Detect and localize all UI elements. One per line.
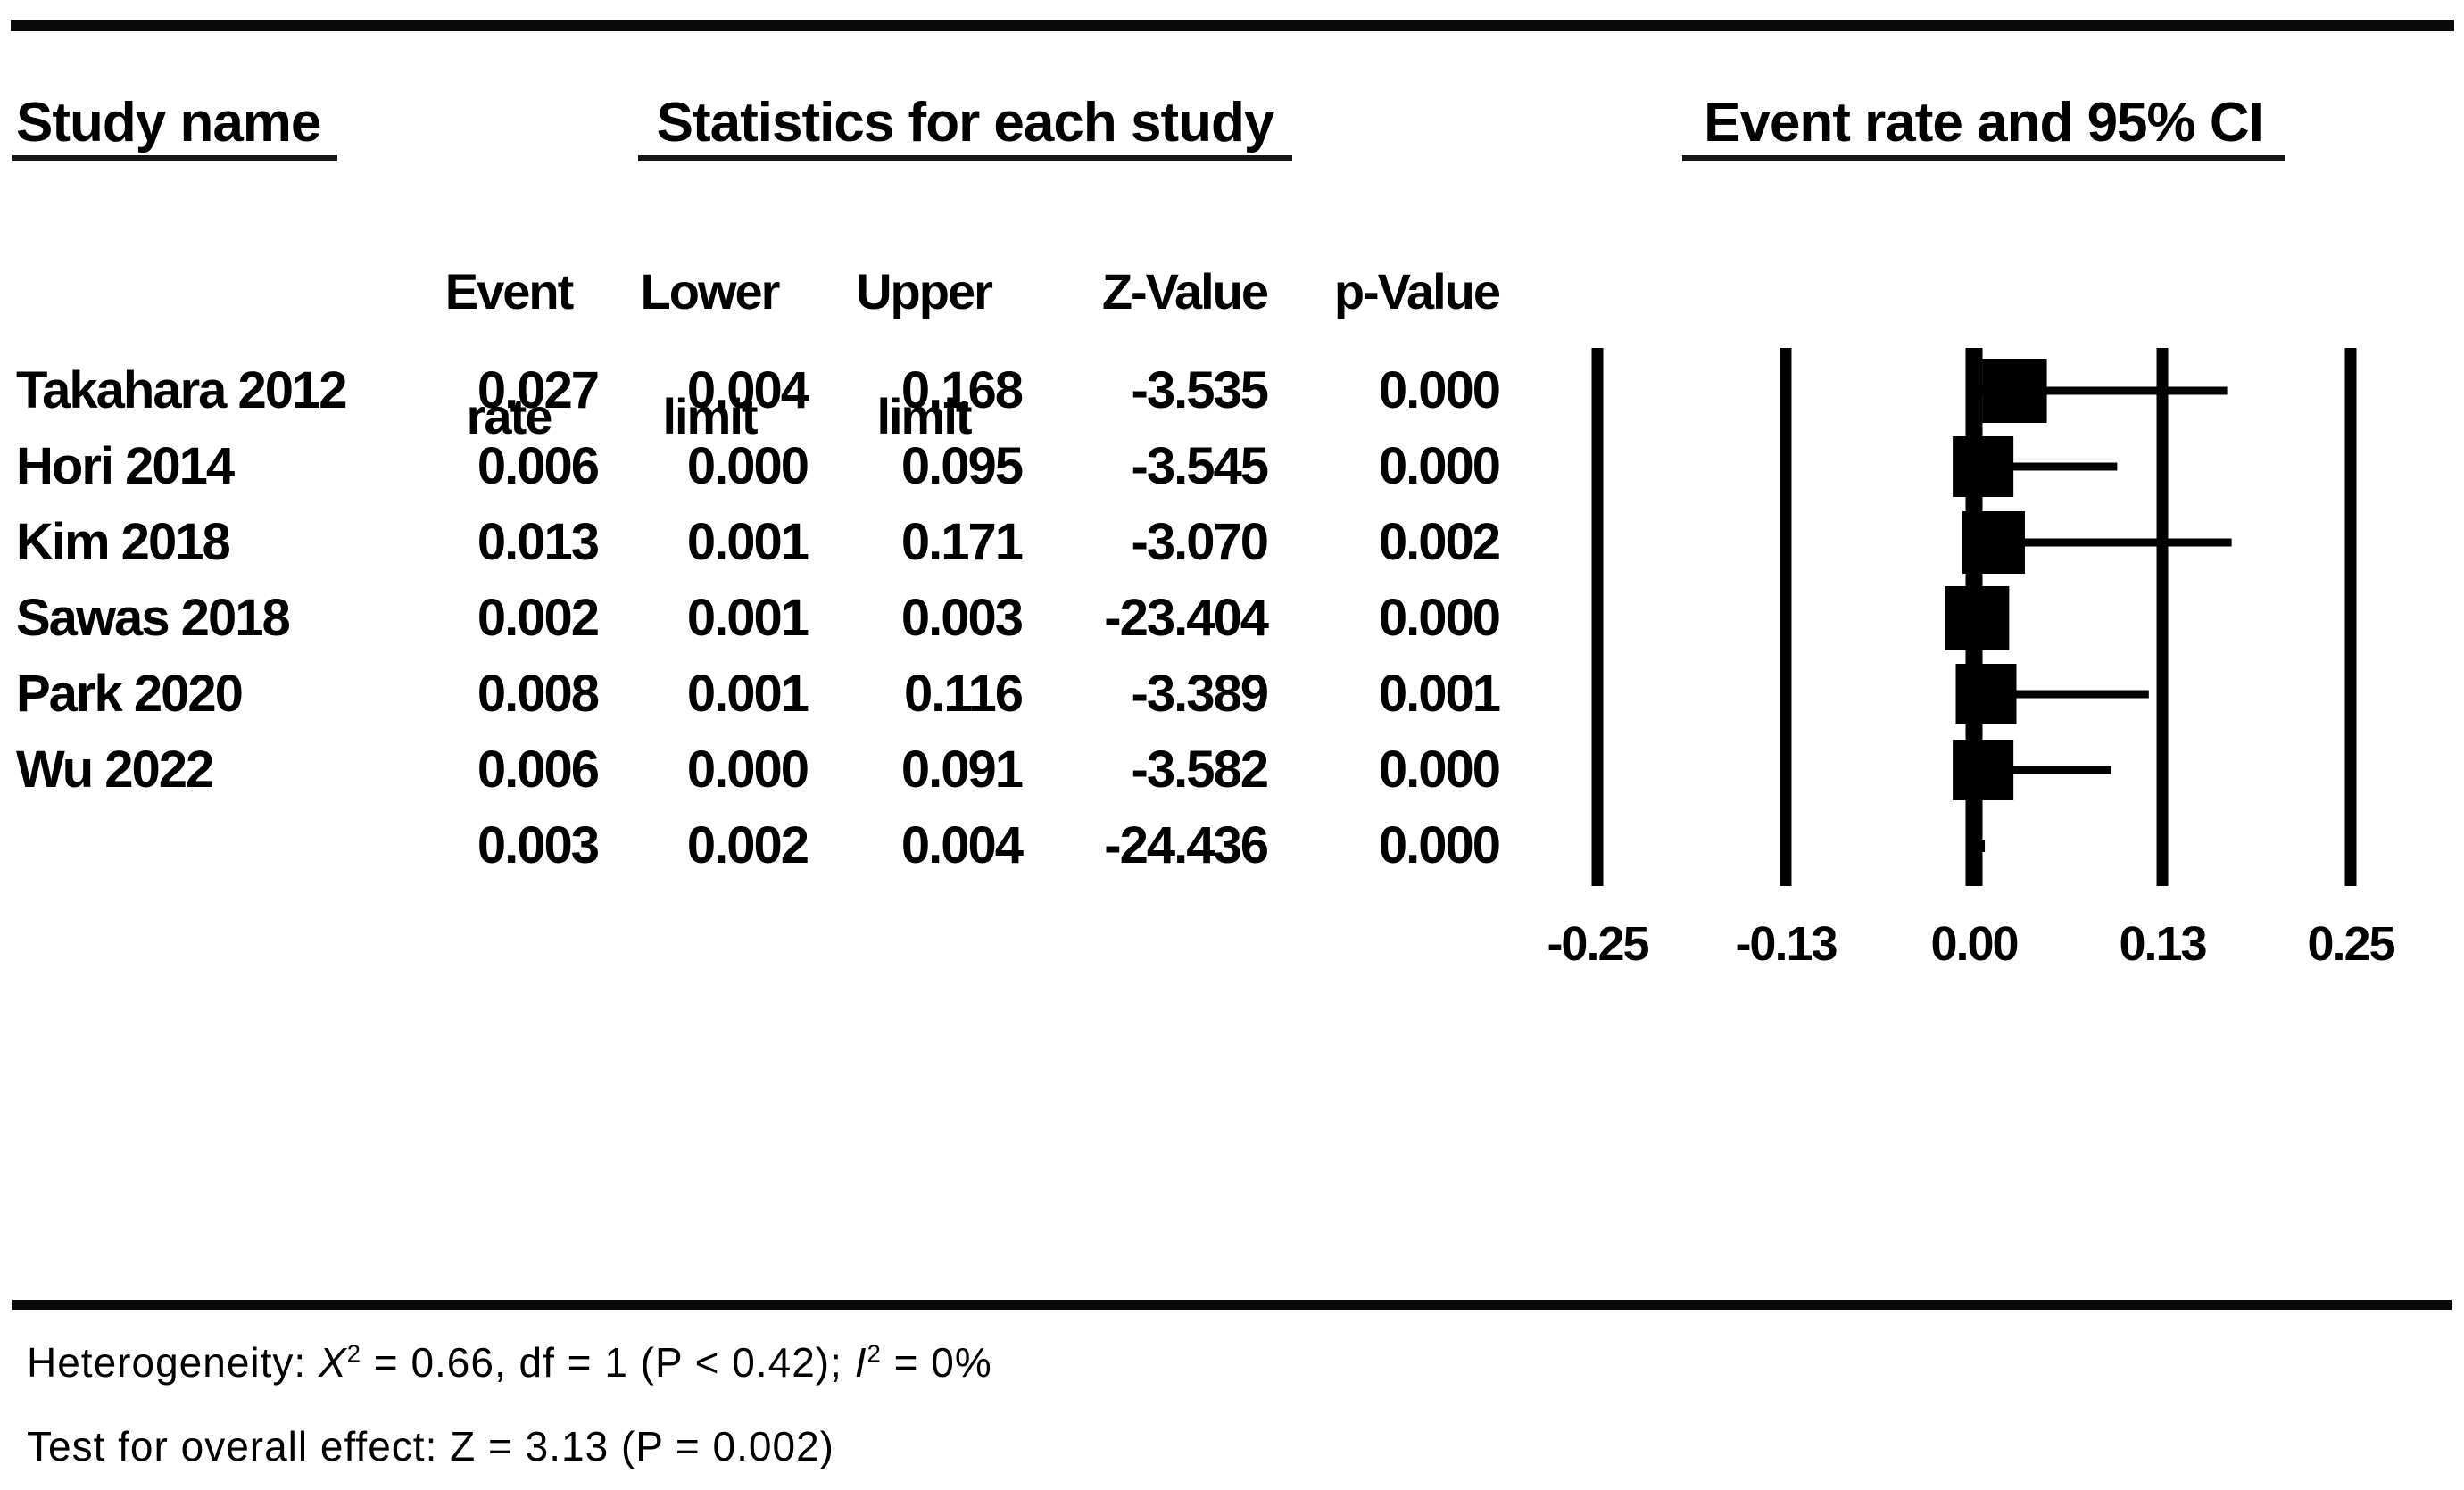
axis-tick-label: -0.25 <box>1547 917 1649 971</box>
column-header-event-rate: Event rate <box>402 198 616 448</box>
chi-symbol: X <box>318 1339 347 1386</box>
cell-p-value: 0.000 <box>1378 816 1501 874</box>
cell-lower-limit: 0.001 <box>686 589 809 647</box>
i-squared-symbol: I <box>854 1339 867 1386</box>
cell-p-value: 0.000 <box>1378 741 1501 799</box>
study-name: Hori 2014 <box>16 437 235 495</box>
study-name: Takahara 2012 <box>16 361 348 419</box>
cell-event-rate: 0.006 <box>477 741 600 799</box>
column-header-p-value: p-Value <box>1333 263 1501 319</box>
ci-whisker <box>1979 386 2228 395</box>
axis-tick-label: -0.13 <box>1735 917 1838 971</box>
gridline <box>2344 348 2357 886</box>
column-header-event-line1: Event <box>444 263 574 319</box>
cell-z-value: -23.404 <box>1104 589 1269 647</box>
cell-z-value: -3.389 <box>1131 665 1269 723</box>
cell-lower-limit: 0.001 <box>686 513 809 571</box>
axis-tick-label: 0.13 <box>2119 917 2207 971</box>
table-row: Wu 2022 0.006 0.000 0.091 -3.582 0.000 <box>0 739 1517 801</box>
cell-lower-limit: 0.001 <box>686 665 809 723</box>
table-row: Kim 2018 0.013 0.001 0.171 -3.070 0.002 <box>0 511 1517 574</box>
cell-lower-limit: 0.002 <box>686 816 809 874</box>
overall-effect-note: Test for overall effect: Z = 3.13 (P = 0… <box>27 1423 834 1469</box>
cell-lower-limit: 0.004 <box>686 361 809 419</box>
study-square <box>1982 359 2047 423</box>
cell-z-value: -3.545 <box>1131 437 1269 495</box>
study-name: Park 2020 <box>16 665 244 723</box>
column-header-lower-limit: Lower limit <box>602 198 817 448</box>
table-row: Hori 2014 0.006 0.000 0.095 -3.545 0.000 <box>0 435 1517 498</box>
chi-superscript: 2 <box>346 1339 362 1368</box>
cell-p-value: 0.000 <box>1378 361 1501 419</box>
cell-upper-limit: 0.168 <box>900 361 1024 419</box>
gridline <box>1591 348 1604 886</box>
statistics-group-header: Statistics for each study <box>638 95 1292 161</box>
study-name: Sawas 2018 <box>16 589 291 647</box>
cell-p-value: 0.000 <box>1378 437 1501 495</box>
cell-z-value: -3.582 <box>1131 741 1269 799</box>
cell-lower-limit: 0.000 <box>686 437 809 495</box>
column-header-event-line2: rate <box>466 388 553 444</box>
cell-p-value: 0.000 <box>1378 589 1501 647</box>
study-square <box>1962 511 2025 574</box>
table-row: Takahara 2012 0.027 0.004 0.168 -3.535 0.000 <box>0 360 1517 422</box>
bottom-rule <box>12 1300 2452 1310</box>
cell-upper-limit: 0.116 <box>904 665 1024 723</box>
column-header-lower-line1: Lower <box>640 263 781 319</box>
axis-tick-label: 0.25 <box>2307 917 2395 971</box>
ci-whisker <box>1975 690 2149 699</box>
study-square <box>1945 586 2010 650</box>
study-name: Kim 2018 <box>16 513 231 571</box>
cell-event-rate: 0.006 <box>477 437 600 495</box>
study-square <box>1953 740 2014 800</box>
study-name: Wu 2022 <box>16 741 214 799</box>
column-header-upper-limit: Upper limit <box>817 198 1031 448</box>
cell-event-rate: 0.003 <box>477 816 600 874</box>
summary-marker <box>1972 840 1986 852</box>
ci-whisker <box>1974 766 2111 774</box>
ci-whisker <box>1974 462 2118 471</box>
cell-lower-limit: 0.000 <box>686 741 809 799</box>
cell-upper-limit: 0.171 <box>900 513 1024 571</box>
study-name-header: Study name <box>12 95 337 161</box>
cell-p-value: 0.001 <box>1378 665 1501 723</box>
top-rule <box>11 20 2454 31</box>
cell-upper-limit: 0.004 <box>900 816 1024 874</box>
gridline <box>2156 348 2169 886</box>
heterogeneity-mid: = 0.66, df = 1 (P < 0.42); <box>361 1339 855 1386</box>
axis-tick-label: 0.00 <box>1930 917 2019 971</box>
i-squared-superscript: 2 <box>867 1339 882 1368</box>
cell-event-rate: 0.013 <box>477 513 600 571</box>
cell-event-rate: 0.008 <box>477 665 600 723</box>
column-header-upper-line2: limit <box>876 388 972 444</box>
cell-z-value: -3.535 <box>1131 361 1269 419</box>
table-row: Sawas 2018 0.002 0.001 0.003 -23.404 0.000 <box>0 587 1517 650</box>
table-row: 0.003 0.002 0.004 -24.436 0.000 <box>0 815 1517 877</box>
plot-header: Event rate and 95% CI <box>1682 95 2285 161</box>
cell-upper-limit: 0.091 <box>900 741 1024 799</box>
column-header-upper-line1: Upper <box>856 263 993 319</box>
cell-z-value: -3.070 <box>1131 513 1269 571</box>
cell-event-rate: 0.002 <box>477 589 600 647</box>
cell-event-rate: 0.027 <box>477 361 600 419</box>
column-header-z-value: Z-Value <box>1101 263 1269 319</box>
study-square <box>1953 436 2014 497</box>
heterogeneity-note: Heterogeneity: X2 = 0.66, df = 1 (P < 0.… <box>27 1335 992 1390</box>
cell-z-value: -24.436 <box>1104 816 1269 874</box>
gridline <box>1780 348 1792 886</box>
cell-upper-limit: 0.095 <box>900 437 1024 495</box>
ci-whisker <box>1975 538 2232 547</box>
heterogeneity-suffix: = 0% <box>881 1339 992 1386</box>
cell-upper-limit: 0.003 <box>900 589 1024 647</box>
study-square <box>1955 664 2017 724</box>
column-header-lower-line2: limit <box>662 388 758 444</box>
table-row: Park 2020 0.008 0.001 0.116 -3.389 0.001 <box>0 663 1517 725</box>
cell-p-value: 0.002 <box>1378 513 1501 571</box>
heterogeneity-prefix: Heterogeneity: <box>27 1339 319 1386</box>
